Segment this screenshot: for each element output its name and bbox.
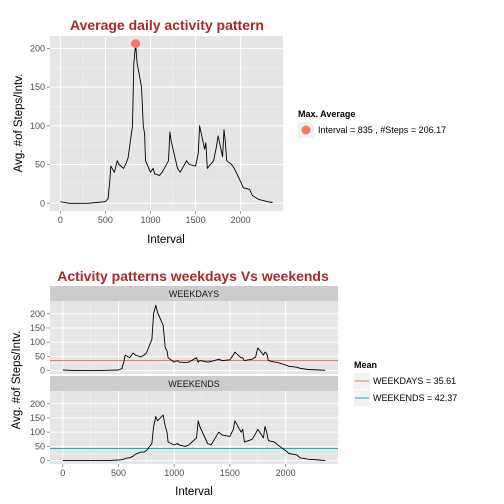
chart-1-x-tick-label: 500 [98,215,113,225]
panel-weekends-series-line [62,414,326,462]
chart-2-x-axis-label: Interval [175,486,213,498]
panel-weekends-y-tick-label: 0 [40,456,45,466]
chart-1-x-tick-label: 0 [58,215,63,225]
chart-1-y-tick-label: 200 [30,43,45,53]
chart-1-y-tick-label: 150 [30,82,45,92]
chart-1-legend-title: Max. Average [298,109,355,119]
panel-weekdays-y-ticks: 0 50 100 150 200 [30,309,50,376]
chart-1-legend: Max. Average Interval = 835 , #Steps = 2… [298,109,446,138]
panel-weekdays-gridlines [50,301,338,374]
chart-2-x-tick-label: 2000 [276,468,296,478]
panel-weekdays-series [62,304,326,372]
chart-2-title: Activity patterns weekdays Vs weekends [57,268,329,284]
chart-1-legend-label: Interval = 835 , #Steps = 206.17 [318,125,446,135]
chart-1-series-line [60,43,273,204]
panel-weekends-y-ticks: 0 50 100 150 200 [30,399,50,466]
chart-2: Activity patterns weekdays Vs weekends W… [11,268,457,498]
strip-weekends [50,376,338,391]
chart-1-y-tick-label: 100 [30,121,45,131]
panel-weekdays-y-tick-label: 50 [35,351,45,361]
chart-1-x-tick-label: 1500 [186,215,206,225]
panel-weekdays-y-tick-label: 100 [30,337,45,347]
panel-weekdays-y-tick-label: 0 [40,366,45,376]
chart-1-y-tick-label: 0 [40,198,45,208]
chart-2-x-tick-label: 1500 [220,468,240,478]
chart-1-y-ticks: 0 50 100 150 200 [30,43,50,208]
strip-weekdays-label: WEEKDAYS [169,289,219,299]
panel-weekends-y-tick-label: 50 [35,441,45,451]
chart-1-x-tick-label: 1000 [140,215,160,225]
panel-weekdays-y-tick-label: 200 [30,309,45,319]
panel-weekdays-series-line [62,304,326,372]
panel-weekends-y-tick-label: 200 [30,399,45,409]
chart-1-max-marker [131,39,141,49]
chart-1-title: Average daily activity pattern [70,17,264,33]
legend-weekends-label: WEEKENDS = 42.37 [373,393,457,403]
chart-1-plot-panel [50,36,283,211]
chart-1-x-axis-label: Interval [147,234,185,246]
chart-2-legend-title: Mean [354,360,377,370]
panel-weekdays [50,301,338,374]
max-average-point [131,39,141,49]
chart-1-x-ticks: 0 500 1000 1500 2000 [58,211,251,225]
chart-2-x-tick-label: 500 [111,468,126,478]
panel-weekends-series [62,414,326,462]
panel-weekdays-y-tick-label: 150 [30,323,45,333]
chart-2-x-tick-label: 1000 [164,468,184,478]
strip-weekends-label: WEEKENDS [168,379,220,389]
panel-weekends-y-tick-label: 150 [30,413,45,423]
chart-1-y-tick-label: 50 [35,160,45,170]
chart-1: Average daily activity pattern 0 50 100 150… [13,17,446,246]
chart-2-y-axis-label: Avg. #of Steps/Intv. [11,331,23,430]
panel-weekends-y-tick-label: 100 [30,427,45,437]
chart-1-series [60,43,273,204]
chart-2-legend: Mean WEEKDAYS = 35.61 WEEKENDS = 42.37 [354,360,457,406]
strip-weekdays [50,286,338,301]
chart-2-x-tick-label: 0 [60,468,65,478]
chart-1-x-tick-label: 2000 [231,215,251,225]
chart-2-x-ticks: 0 500 1000 1500 2000 [60,464,296,478]
chart-1-y-axis-label: Avg. #of Steps/Intv. [13,74,25,173]
panel-weekends [50,391,338,464]
legend-weekdays-label: WEEKDAYS = 35.61 [373,376,456,386]
chart-1-legend-key [301,125,311,135]
